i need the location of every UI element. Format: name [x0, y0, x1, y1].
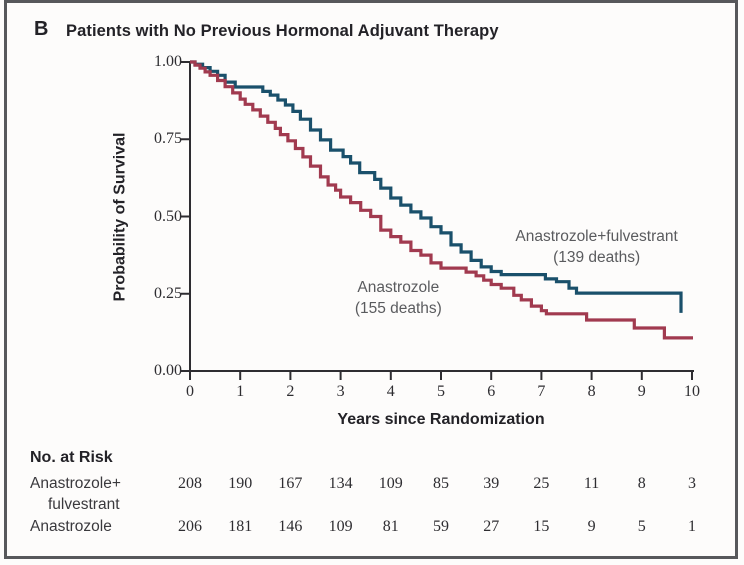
y-tick-label: 1.00 — [154, 53, 182, 70]
survival-curve-anastrozole — [190, 60, 693, 340]
risk-value: 109 — [378, 475, 403, 492]
y-tick-label: 0.75 — [154, 130, 182, 148]
x-tick-label: 7 — [537, 383, 546, 400]
risk-table-title: No. at Risk — [30, 449, 113, 466]
risk-value: 8 — [637, 475, 646, 492]
risk-row-label: fulvestrant — [48, 496, 120, 513]
x-tick-label: 8 — [587, 383, 596, 400]
risk-value: 109 — [328, 518, 353, 535]
risk-value: 11 — [583, 475, 600, 492]
risk-value: 85 — [433, 475, 449, 492]
y-tick-label: 0.50 — [154, 207, 182, 225]
x-axis-title: Years since Randomization — [337, 411, 545, 428]
risk-value: 181 — [228, 518, 253, 535]
risk-value: 39 — [483, 475, 500, 492]
curve-annotation: Anastrozole (155 deaths) — [354, 279, 442, 318]
x-tick-label: 3 — [336, 383, 345, 400]
y-tick-label: 0.00 — [154, 362, 182, 379]
risk-value: 27 — [483, 518, 500, 535]
x-tick-label: 9 — [637, 383, 646, 400]
survival-curve-anastrozole-fulvestrant — [190, 60, 683, 313]
risk-value: 59 — [433, 518, 449, 535]
x-tick-label: 5 — [437, 383, 445, 400]
risk-value: 25 — [533, 475, 550, 492]
risk-value: 167 — [278, 475, 303, 492]
risk-value: 208 — [178, 475, 202, 492]
risk-value: 81 — [382, 518, 399, 535]
risk-value: 9 — [587, 518, 596, 535]
risk-value: 190 — [228, 475, 253, 492]
risk-value: 146 — [278, 518, 303, 535]
risk-row-label: Anastrozole+ — [30, 475, 121, 492]
x-tick-label: 1 — [236, 383, 245, 400]
x-tick-label: 0 — [186, 383, 194, 400]
risk-value: 206 — [178, 518, 202, 535]
risk-value: 5 — [637, 518, 646, 535]
panel-letter: B — [34, 18, 49, 40]
risk-value: 15 — [533, 518, 550, 535]
curve-annotation: Anastrozole+fulvestrant (139 deaths) — [515, 228, 678, 267]
x-tick-label: 10 — [684, 383, 700, 400]
x-tick-label: 6 — [487, 383, 496, 400]
panel-title: Patients with No Previous Hormonal Adjuv… — [66, 22, 499, 40]
x-tick-label: 4 — [386, 383, 395, 400]
risk-value: 134 — [328, 475, 353, 492]
y-tick-label: 0.25 — [154, 284, 182, 302]
risk-value: 1 — [688, 518, 696, 535]
risk-value: 3 — [688, 475, 696, 492]
x-tick-label: 2 — [286, 383, 295, 400]
risk-row-label: Anastrozole — [30, 518, 112, 535]
